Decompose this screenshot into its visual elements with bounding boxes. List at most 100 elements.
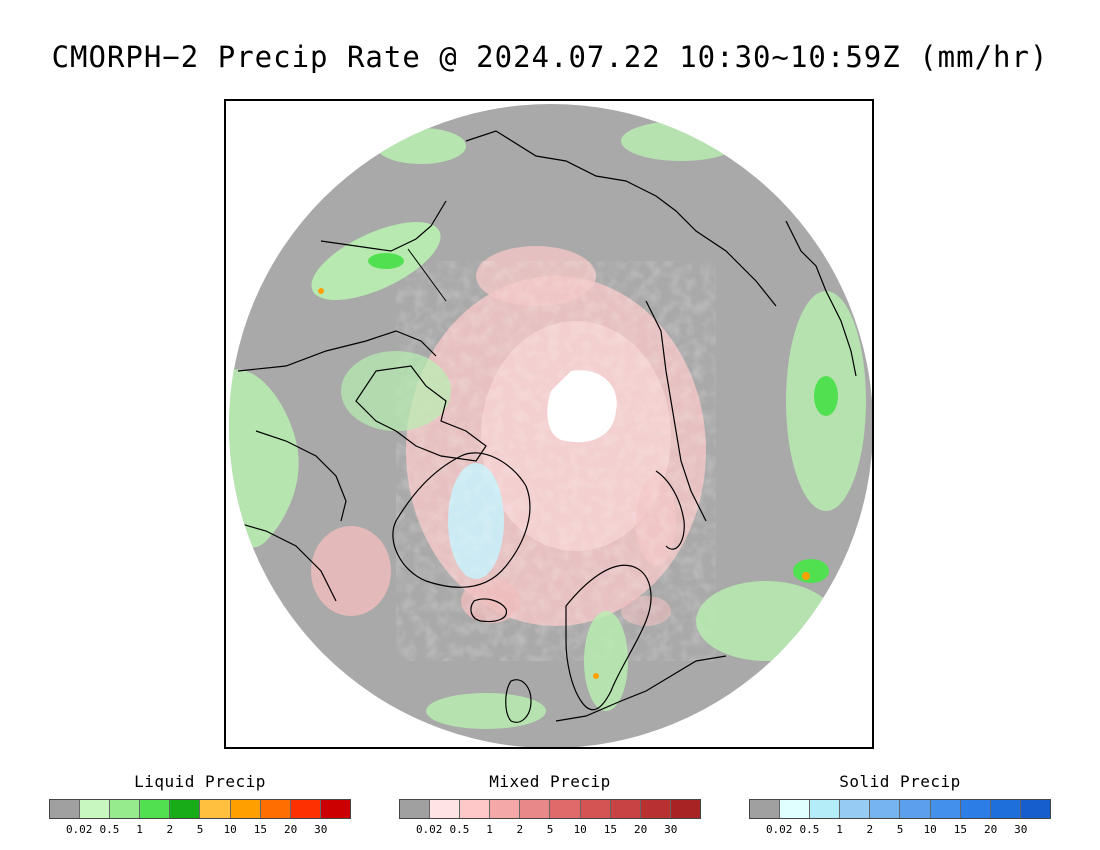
legend-liquid-swatch-6 [230, 800, 261, 818]
legend-mixed-tick-4: 5 [546, 823, 554, 836]
coast-scandinavia [565, 564, 652, 711]
legend-liquid-swatch-2 [110, 800, 141, 818]
liquid-precip-siberia-ne [621, 121, 741, 161]
date-line [407, 248, 447, 302]
legend-solid-swatch-9 [1020, 800, 1050, 818]
legend-liquid-ticks: 0.02 0.5 1 2 5 10 15 20 30 [49, 823, 351, 837]
legend-solid-swatch-5 [900, 800, 931, 818]
legend-liquid-swatch-0 [50, 800, 81, 818]
coast-novaya-zemlya [655, 470, 685, 550]
legend-solid-swatch-0 [750, 800, 781, 818]
legend-mixed-tick-2: 1 [486, 823, 493, 836]
legend-mixed-swatch-6 [580, 800, 611, 818]
map-canvas [229, 104, 872, 747]
legend-mixed-swatch-2 [460, 800, 491, 818]
liquid-precip-atlantic [426, 693, 546, 729]
legend-liquid-swatch-1 [80, 800, 111, 818]
coast-alaska [320, 200, 447, 252]
legend-solid-tick-5: 10 [923, 823, 937, 836]
legend-mixed-swatch-7 [610, 800, 641, 818]
legend-liquid-swatch-9 [320, 800, 350, 818]
legend-solid-tick-1: 0.5 [799, 823, 820, 836]
legend-liquid-tick-4: 5 [196, 823, 204, 836]
legend-mixed-swatch-5 [550, 800, 581, 818]
coast-greenland [392, 452, 531, 588]
legend-mixed-tick-1: 0.5 [449, 823, 470, 836]
coast-canadian-archipelago [355, 365, 487, 462]
liquid-precip-peak-1 [802, 572, 810, 580]
legend-mixed-swatch-9 [670, 800, 700, 818]
legend-solid-ticks: 0.02 0.5 1 2 5 10 15 20 30 [749, 823, 1051, 837]
legend-liquid-tick-0: 0.02 [65, 823, 93, 836]
map-title: CMORPH−2 Precip Rate @ 2024.07.22 10:30∼… [51, 40, 1049, 74]
legend-mixed-tick-5: 10 [573, 823, 587, 836]
legend-liquid-swatch-8 [290, 800, 321, 818]
legend-solid-tick-6: 15 [953, 823, 968, 836]
legend-liquid-tick-2: 1 [136, 823, 143, 836]
legend-solid-tick-3: 2 [866, 823, 874, 836]
liquid-precip-peak-3 [593, 673, 599, 679]
precip-texture [396, 261, 716, 661]
legend-liquid-tick-6: 15 [253, 823, 268, 836]
legend-liquid-colorbar [49, 799, 351, 819]
legend-solid-swatch-8 [990, 800, 1021, 818]
legend-mixed-tick-3: 2 [516, 823, 524, 836]
legend-solid-tick-7: 20 [983, 823, 998, 836]
polar-precip-map [224, 99, 874, 749]
legend-solid-tick-8: 30 [1014, 823, 1028, 836]
legend-liquid-tick-7: 20 [283, 823, 298, 836]
legend-solid-title: Solid Precip [839, 772, 961, 791]
legend-liquid-swatch-7 [260, 800, 291, 818]
coast-iceland [470, 598, 507, 623]
legend-mixed-swatch-3 [490, 800, 521, 818]
coastlines [230, 130, 857, 723]
legend-solid-swatch-3 [840, 800, 871, 818]
legend-mixed-colorbar [399, 799, 701, 819]
legend-solid-swatch-1 [780, 800, 811, 818]
legend-mixed-tick-8: 30 [664, 823, 678, 836]
legend-solid-swatch-7 [960, 800, 991, 818]
coast-british-isles [505, 679, 532, 723]
legend-liquid-tick-1: 0.5 [99, 823, 120, 836]
coast-russia-arctic [645, 300, 707, 522]
legend-mixed-swatch-0 [400, 800, 431, 818]
liquid-precip-siberia-n [376, 128, 466, 164]
legend-liquid-tick-8: 30 [314, 823, 328, 836]
legend-mixed-precip: Mixed Precip 0.02 0.5 1 2 5 10 15 20 30 [399, 772, 701, 842]
liquid-precip-heavy-2 [793, 559, 829, 583]
legend-mixed-tick-0: 0.02 [415, 823, 443, 836]
legend-liquid-swatch-5 [200, 800, 231, 818]
legend-solid-swatch-2 [810, 800, 841, 818]
legend-mixed-ticks: 0.02 0.5 1 2 5 10 15 20 30 [399, 823, 701, 837]
legend-mixed-tick-7: 20 [633, 823, 648, 836]
mixed-precip-baffin [311, 526, 391, 616]
coast-siberia [465, 130, 777, 307]
legend-solid-precip: Solid Precip 0.02 0.5 1 2 5 10 15 20 30 [749, 772, 1051, 842]
legend-liquid-tick-5: 10 [223, 823, 237, 836]
liquid-precip-west [229, 369, 299, 548]
coast-north-america [230, 330, 437, 602]
legend-liquid-swatch-3 [140, 800, 171, 818]
legend-liquid-tick-3: 2 [166, 823, 174, 836]
legend-solid-colorbar [749, 799, 1051, 819]
legend-mixed-swatch-4 [520, 800, 551, 818]
legend-liquid-swatch-4 [170, 800, 201, 818]
legend-solid-tick-2: 1 [836, 823, 843, 836]
liquid-precip-scandinavia [584, 611, 628, 711]
liquid-precip-heavy-1 [814, 376, 838, 416]
legend-mixed-title: Mixed Precip [489, 772, 611, 791]
liquid-precip-peak-2 [318, 288, 324, 294]
coast-europe [555, 655, 727, 722]
liquid-precip-canada-arctic [341, 351, 451, 431]
coast-east-asia [785, 220, 857, 377]
legend-liquid-precip: Liquid Precip 0.02 0.5 1 2 5 10 15 20 30 [49, 772, 351, 842]
legend-liquid-title: Liquid Precip [134, 772, 266, 791]
legend-solid-swatch-4 [870, 800, 901, 818]
legend-solid-swatch-6 [930, 800, 961, 818]
legend-mixed-swatch-1 [430, 800, 461, 818]
legend-solid-tick-4: 5 [896, 823, 904, 836]
legend-solid-tick-0: 0.02 [765, 823, 793, 836]
legend-mixed-tick-6: 15 [603, 823, 618, 836]
liquid-precip-southeast [696, 581, 836, 661]
legend-mixed-swatch-8 [640, 800, 671, 818]
